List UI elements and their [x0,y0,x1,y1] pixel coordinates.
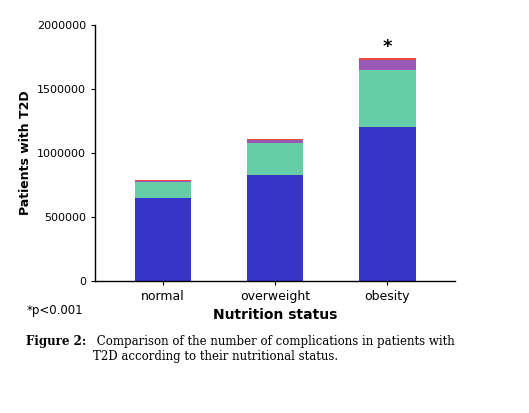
Bar [247,142,303,175]
Y-axis label: Patients with T2D: Patients with T2D [19,90,32,215]
Bar [134,180,191,181]
Bar [247,139,303,140]
Text: *: * [383,38,392,56]
Bar [134,198,191,281]
Bar [359,70,416,127]
Bar [134,182,191,198]
Text: Comparison of the number of complications in patients with
T2D according to thei: Comparison of the number of complication… [93,335,454,363]
Bar [359,127,416,281]
Bar [359,58,416,60]
X-axis label: Nutrition status: Nutrition status [213,309,338,323]
Bar [247,140,303,142]
Bar [359,60,416,69]
Bar [134,181,191,182]
Bar [247,175,303,281]
Text: *p<0.001: *p<0.001 [26,304,83,316]
Text: Figure 2:: Figure 2: [26,335,87,347]
